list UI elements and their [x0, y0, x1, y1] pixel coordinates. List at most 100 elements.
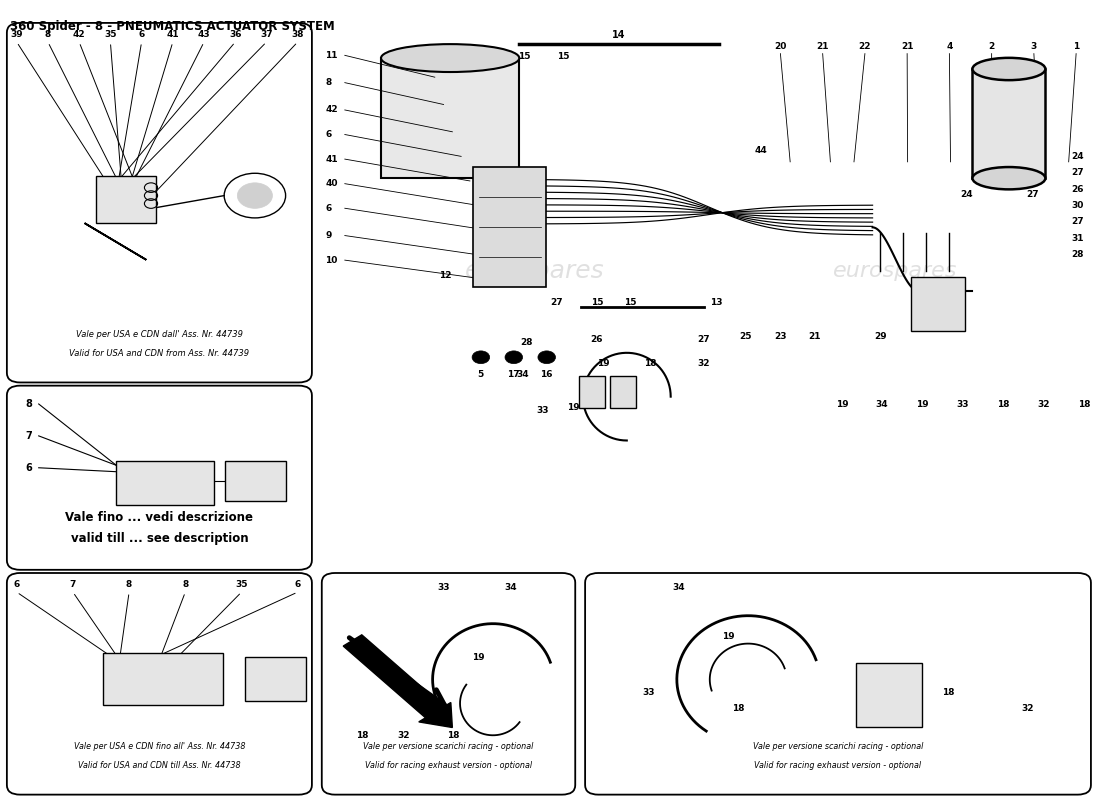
Circle shape: [538, 351, 556, 364]
Text: 27: 27: [1071, 168, 1083, 178]
Text: 32: 32: [398, 731, 410, 741]
Text: 22: 22: [859, 42, 871, 50]
Text: 42: 42: [73, 30, 86, 39]
Ellipse shape: [972, 58, 1045, 80]
Text: 41: 41: [166, 30, 179, 39]
Text: eurospares: eurospares: [128, 194, 221, 212]
Text: 32: 32: [697, 359, 710, 368]
Text: 18: 18: [356, 731, 369, 741]
Text: 18: 18: [644, 359, 656, 368]
Bar: [226, 462, 286, 502]
Text: 26: 26: [1071, 185, 1083, 194]
FancyBboxPatch shape: [585, 573, 1091, 794]
Text: 27: 27: [1071, 218, 1083, 226]
Bar: [972, 69, 1045, 178]
Text: eurospares: eurospares: [834, 261, 958, 281]
Text: 19: 19: [722, 632, 735, 641]
Text: 26: 26: [590, 335, 603, 344]
Text: 7: 7: [25, 431, 32, 441]
Text: 33: 33: [438, 583, 450, 592]
Text: 41: 41: [326, 154, 338, 163]
Text: 5: 5: [477, 370, 484, 379]
Text: Valid for USA and CDN till Ass. Nr. 44738: Valid for USA and CDN till Ass. Nr. 4473…: [78, 761, 241, 770]
FancyBboxPatch shape: [7, 386, 312, 570]
Text: 6: 6: [139, 30, 145, 39]
Text: 32: 32: [1022, 703, 1034, 713]
Text: 35: 35: [235, 580, 248, 589]
Text: Valid for racing exhaust version - optional: Valid for racing exhaust version - optio…: [755, 761, 922, 770]
Circle shape: [472, 351, 490, 364]
Text: valid till ... see description: valid till ... see description: [70, 532, 249, 545]
Text: 6: 6: [326, 204, 331, 213]
Circle shape: [238, 183, 273, 208]
Text: 8: 8: [326, 78, 331, 87]
FancyBboxPatch shape: [7, 23, 312, 382]
Text: Vale per USA e CDN dall' Ass. Nr. 44739: Vale per USA e CDN dall' Ass. Nr. 44739: [76, 330, 243, 338]
Text: Valid for racing exhaust version - optional: Valid for racing exhaust version - optio…: [365, 761, 532, 770]
Text: 21: 21: [816, 42, 829, 50]
Text: 10: 10: [326, 256, 338, 265]
Bar: [381, 58, 519, 178]
Bar: [911, 277, 965, 331]
Text: 27: 27: [550, 298, 563, 307]
Text: 43: 43: [198, 30, 210, 39]
Text: Vale per versione scarichi racing - optional: Vale per versione scarichi racing - opti…: [752, 742, 923, 750]
FancyArrow shape: [343, 635, 452, 727]
Text: 23: 23: [774, 332, 786, 341]
Text: 34: 34: [876, 400, 889, 410]
Text: eurospares: eurospares: [465, 259, 605, 283]
Text: 33: 33: [536, 406, 549, 415]
Text: 14: 14: [613, 30, 626, 41]
Text: 6: 6: [25, 462, 32, 473]
Text: 19: 19: [472, 654, 484, 662]
Text: 17: 17: [507, 370, 520, 379]
Text: 18: 18: [448, 731, 460, 741]
Bar: [245, 657, 306, 701]
Text: eurospares: eurospares: [808, 674, 917, 694]
Text: 34: 34: [504, 583, 517, 592]
Text: 6: 6: [13, 580, 20, 589]
Text: 6: 6: [326, 130, 331, 139]
FancyBboxPatch shape: [322, 573, 575, 794]
Text: 37: 37: [260, 30, 273, 39]
Text: 27: 27: [697, 335, 710, 344]
Ellipse shape: [972, 167, 1045, 190]
Text: 11: 11: [326, 51, 338, 60]
Text: 18: 18: [732, 703, 745, 713]
Text: 15: 15: [624, 298, 636, 307]
Text: 28: 28: [520, 338, 534, 346]
Text: 1: 1: [1072, 42, 1079, 50]
Text: 25: 25: [739, 332, 752, 341]
Text: Vale per versione scarichi racing - optional: Vale per versione scarichi racing - opti…: [363, 742, 534, 750]
Text: 34: 34: [517, 370, 529, 379]
Text: 29: 29: [874, 332, 887, 341]
Text: 34: 34: [672, 583, 684, 592]
Text: 35: 35: [104, 30, 117, 39]
Text: 19: 19: [916, 400, 928, 410]
Text: 7: 7: [69, 580, 76, 589]
Circle shape: [505, 351, 522, 364]
Text: 360 Spider - 8 - PNEUMATICS ACTUATOR SYSTEM: 360 Spider - 8 - PNEUMATICS ACTUATOR SYS…: [10, 20, 334, 33]
Text: 6: 6: [295, 580, 300, 589]
Text: eurospares: eurospares: [128, 675, 221, 693]
Text: eurospares: eurospares: [128, 478, 221, 496]
Bar: [609, 376, 636, 407]
Text: 40: 40: [326, 179, 338, 188]
Text: 30: 30: [1071, 201, 1083, 210]
Bar: [856, 662, 922, 726]
Text: eurospares: eurospares: [361, 677, 438, 691]
Text: 4: 4: [946, 42, 953, 50]
Text: Valid for USA and CDN from Ass. Nr. 44739: Valid for USA and CDN from Ass. Nr. 4473…: [69, 349, 250, 358]
Text: 8: 8: [126, 580, 132, 589]
Text: 9: 9: [326, 231, 331, 240]
Text: 36: 36: [229, 30, 242, 39]
Text: 19: 19: [836, 400, 848, 410]
Text: 8: 8: [25, 399, 32, 409]
Text: 31: 31: [1071, 234, 1083, 242]
Bar: [116, 462, 214, 506]
Text: 2: 2: [989, 42, 994, 50]
Text: 38: 38: [292, 30, 304, 39]
Text: 3: 3: [1031, 42, 1037, 50]
Text: 33: 33: [957, 400, 969, 410]
Text: 27: 27: [1026, 190, 1038, 199]
